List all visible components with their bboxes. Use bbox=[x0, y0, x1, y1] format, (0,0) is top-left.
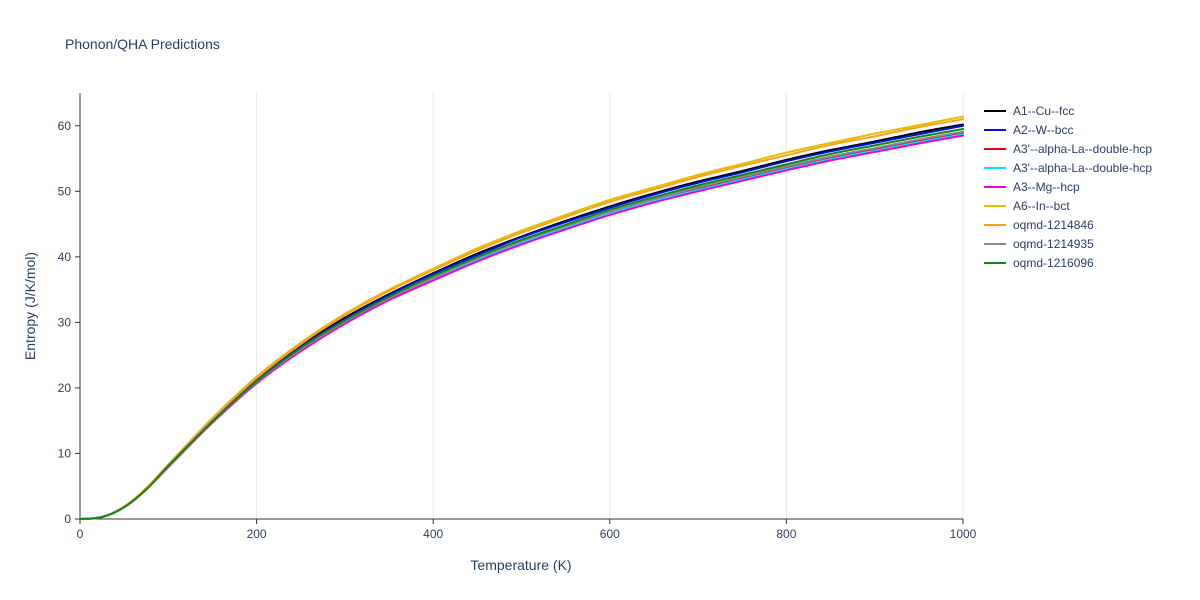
series-line-4 bbox=[79, 134, 964, 520]
series-line-2 bbox=[79, 132, 964, 520]
y-tick-label-10: 10 bbox=[58, 446, 72, 460]
series-line-8 bbox=[79, 128, 964, 520]
x-tick-label-1000: 1000 bbox=[950, 527, 977, 541]
series-line-0 bbox=[79, 123, 964, 520]
series-line-6 bbox=[79, 118, 964, 520]
legend-line-sample bbox=[984, 185, 1006, 188]
legend-line-sample bbox=[984, 242, 1006, 245]
y-tick-label-60: 60 bbox=[58, 119, 72, 133]
legend-line-sample bbox=[984, 128, 1006, 131]
legend-label: oqmd-1214846 bbox=[1013, 217, 1094, 232]
series-line-5 bbox=[79, 115, 964, 520]
x-tick-label-400: 400 bbox=[423, 527, 443, 541]
legend-item-6[interactable]: oqmd-1214846 bbox=[984, 215, 1152, 234]
legend-label: A2--W--bcc bbox=[1013, 122, 1074, 137]
legend-item-7[interactable]: oqmd-1214935 bbox=[984, 234, 1152, 253]
legend-label: oqmd-1216096 bbox=[1013, 255, 1094, 270]
legend-label: A3'--alpha-La--double-hcp bbox=[1013, 141, 1153, 156]
legend-item-1[interactable]: A2--W--bcc bbox=[984, 120, 1152, 139]
x-tick-label-600: 600 bbox=[600, 527, 620, 541]
legend: A1--Cu--fcc A2--W--bcc A3'--alpha-La--doub… bbox=[984, 101, 1152, 272]
legend-line-sample bbox=[984, 147, 1006, 150]
legend-line-sample bbox=[984, 204, 1006, 207]
series-line-1 bbox=[79, 124, 964, 520]
legend-line-sample bbox=[984, 166, 1006, 169]
legend-item-0[interactable]: A1--Cu--fcc bbox=[984, 101, 1152, 120]
y-tick-label-40: 40 bbox=[58, 250, 72, 264]
legend-item-2[interactable]: A3'--alpha-La--double-hcp bbox=[984, 139, 1152, 158]
y-tick-label-20: 20 bbox=[58, 381, 72, 395]
legend-item-4[interactable]: A3--Mg--hcp bbox=[984, 177, 1152, 196]
y-tick-label-50: 50 bbox=[58, 184, 72, 198]
legend-line-sample bbox=[984, 261, 1006, 264]
legend-item-3[interactable]: A3'--alpha-La--double-hcp bbox=[984, 158, 1152, 177]
y-axis-title: Entropy (J/K/mol) bbox=[22, 251, 38, 361]
legend-label: A1--Cu--fcc bbox=[1013, 103, 1075, 118]
y-tick-label-0: 0 bbox=[64, 512, 71, 526]
legend-line-sample bbox=[984, 223, 1006, 226]
legend-label: A3'--alpha-La--double-hcp bbox=[1013, 160, 1153, 175]
legend-label: A3--Mg--hcp bbox=[1013, 179, 1080, 194]
legend-line-sample bbox=[984, 109, 1006, 112]
legend-label: oqmd-1214935 bbox=[1013, 236, 1094, 251]
legend-label: A6--In--bct bbox=[1013, 198, 1070, 213]
x-tick-label-0: 0 bbox=[77, 527, 84, 541]
legend-item-8[interactable]: oqmd-1216096 bbox=[984, 253, 1152, 272]
x-tick-label-200: 200 bbox=[247, 527, 267, 541]
legend-item-5[interactable]: A6--In--bct bbox=[984, 196, 1152, 215]
x-tick-label-800: 800 bbox=[776, 527, 796, 541]
y-tick-label-30: 30 bbox=[58, 315, 72, 329]
chart-title: Phonon/QHA Predictions bbox=[65, 36, 220, 52]
series-line-7 bbox=[79, 130, 964, 520]
x-axis-title: Temperature (K) bbox=[470, 557, 572, 573]
series-line-3 bbox=[79, 133, 964, 520]
